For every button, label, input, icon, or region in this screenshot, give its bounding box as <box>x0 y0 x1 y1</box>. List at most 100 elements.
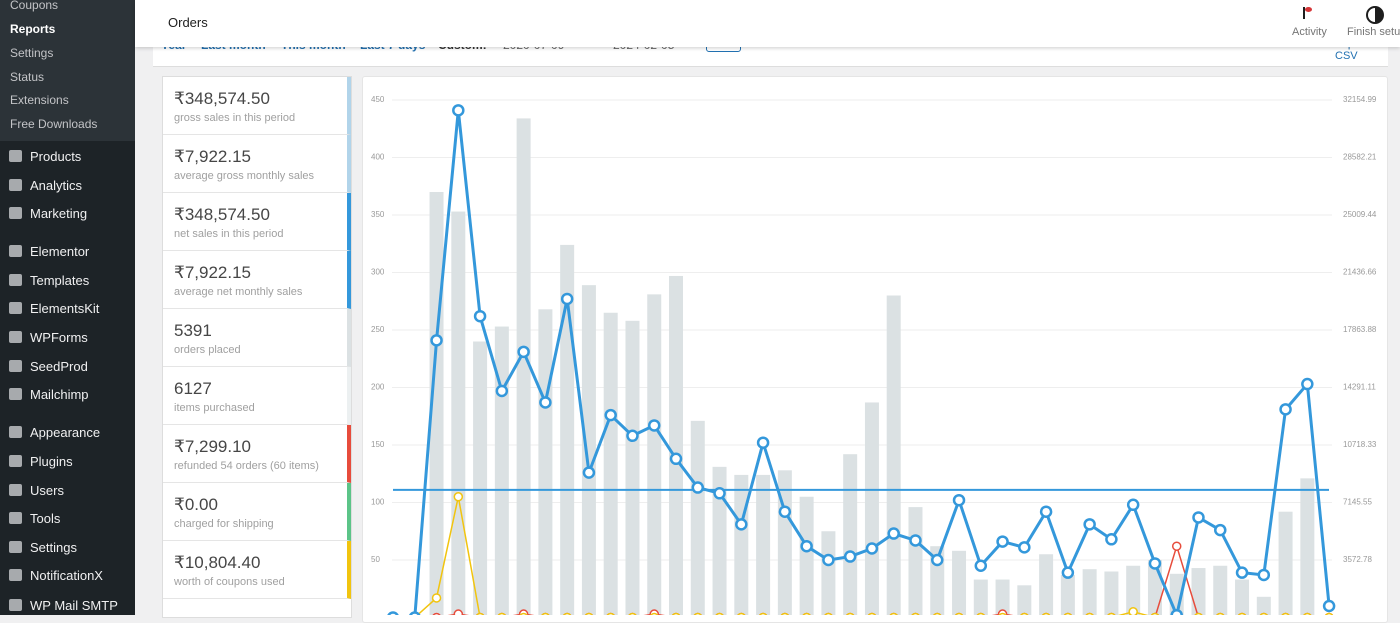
bar <box>647 294 662 615</box>
setup-icon[interactable] <box>1366 6 1384 24</box>
menu-item[interactable]: WPForms <box>30 330 88 345</box>
submenu-item[interactable]: Status <box>10 70 45 84</box>
data-point <box>1170 608 1183 615</box>
data-point <box>865 542 879 555</box>
data-point <box>1322 599 1336 613</box>
data-point <box>626 429 639 443</box>
menu-item[interactable]: SeedProd <box>30 359 88 374</box>
series-line <box>447 543 1199 615</box>
stat-box: 5391 orders placed <box>163 309 351 367</box>
data-point <box>756 436 770 449</box>
menu-item[interactable]: Elementor <box>30 244 90 259</box>
stat-value: ₹7,922.15 <box>174 147 251 166</box>
data-point <box>887 527 900 540</box>
submenu-item[interactable]: Extensions <box>10 93 69 107</box>
y2-tick-label: 14291.11 <box>1343 383 1376 392</box>
stat-label: worth of coupons used <box>174 576 285 588</box>
bar <box>886 295 901 615</box>
data-point <box>931 553 944 567</box>
y2-tick-label: 28582.21 <box>1343 153 1377 162</box>
y-tick-label: 50 <box>371 555 380 564</box>
data-point <box>1301 377 1314 391</box>
stat-value: ₹10,804.40 <box>174 553 261 572</box>
bar <box>995 579 1010 615</box>
y-tick-label: 350 <box>371 210 385 219</box>
menu-item[interactable]: Appearance <box>30 425 101 440</box>
stat-label: net sales in this period <box>174 228 284 240</box>
data-point <box>517 345 530 359</box>
y-tick-label: 400 <box>371 153 385 162</box>
menu-item[interactable]: NotificationX <box>30 568 103 583</box>
bar <box>473 341 488 615</box>
bar <box>1235 579 1250 615</box>
data-point <box>1279 403 1292 416</box>
menu-item[interactable]: Plugins <box>30 454 73 469</box>
menu-icon <box>9 569 22 581</box>
stat-label: orders placed <box>174 344 241 356</box>
data-point <box>1235 566 1249 579</box>
menu-item[interactable]: WP Mail SMTP <box>30 598 118 613</box>
menu-item[interactable]: Products <box>30 149 82 164</box>
menu-item[interactable]: Templates <box>30 273 90 288</box>
menu-icon <box>9 512 22 524</box>
bar <box>451 211 466 615</box>
data-point <box>1257 568 1271 582</box>
bar <box>864 402 879 615</box>
menu-item[interactable]: Mailchimp <box>30 387 89 402</box>
stat-value: 6127 <box>174 379 212 398</box>
data-point <box>974 559 988 572</box>
menu-item[interactable]: Users <box>30 483 64 498</box>
y-tick-label: 100 <box>371 498 385 507</box>
stat-box: 6127 items purchased <box>163 367 351 425</box>
menu-icon <box>9 245 22 257</box>
submenu-item[interactable]: Coupons <box>10 0 59 12</box>
bar <box>1300 478 1315 615</box>
bar <box>1017 585 1032 615</box>
bar <box>625 320 640 615</box>
menu-item[interactable]: Settings <box>30 540 77 555</box>
menu-icon <box>9 179 22 191</box>
bar <box>1278 511 1293 615</box>
stat-value: ₹348,574.50 <box>174 89 270 108</box>
bar <box>821 531 836 615</box>
stat-value: 5391 <box>174 321 212 340</box>
menu-item[interactable]: Analytics <box>30 178 83 193</box>
data-point <box>560 292 574 306</box>
data-point <box>1083 518 1096 531</box>
bar <box>603 312 618 615</box>
stat-value: ₹7,299.10 <box>174 437 251 456</box>
data-point <box>1214 523 1227 537</box>
stat-label: gross sales in this period <box>174 112 296 124</box>
data-point <box>735 518 748 531</box>
stat-box: ₹7,299.10 refunded 54 orders (60 items) <box>163 425 351 483</box>
menu-item[interactable]: ElementsKit <box>30 301 100 316</box>
data-point <box>952 493 966 507</box>
menu-item[interactable]: Tools <box>30 511 61 526</box>
stat-label: average net monthly sales <box>174 286 303 298</box>
bar <box>1191 568 1206 615</box>
submenu-item[interactable]: Reports <box>10 22 56 36</box>
bar <box>494 326 509 615</box>
stat-label: charged for shipping <box>174 518 274 530</box>
bar <box>1082 569 1097 615</box>
data-point <box>387 611 399 615</box>
data-point <box>691 481 705 494</box>
y2-tick-label: 10718.33 <box>1343 440 1377 449</box>
activity-icon[interactable] <box>1303 7 1315 19</box>
bar <box>777 470 792 615</box>
menu-icon <box>9 150 22 162</box>
bar <box>1039 554 1054 615</box>
y-tick-label: 450 <box>371 95 385 104</box>
submenu-item[interactable]: Settings <box>10 46 54 60</box>
menu-icon <box>9 388 22 400</box>
submenu-item[interactable]: Free Downloads <box>10 117 98 131</box>
data-point <box>582 466 596 479</box>
menu-item[interactable]: Marketing <box>30 206 88 221</box>
data-point <box>409 611 421 615</box>
activity-button[interactable]: Activity <box>1292 26 1327 38</box>
y-tick-label: 300 <box>371 268 385 277</box>
bar <box>669 275 684 615</box>
finish-setup-button[interactable]: Finish setup <box>1347 26 1400 38</box>
stat-box: ₹348,574.50 net sales in this period <box>163 193 351 251</box>
